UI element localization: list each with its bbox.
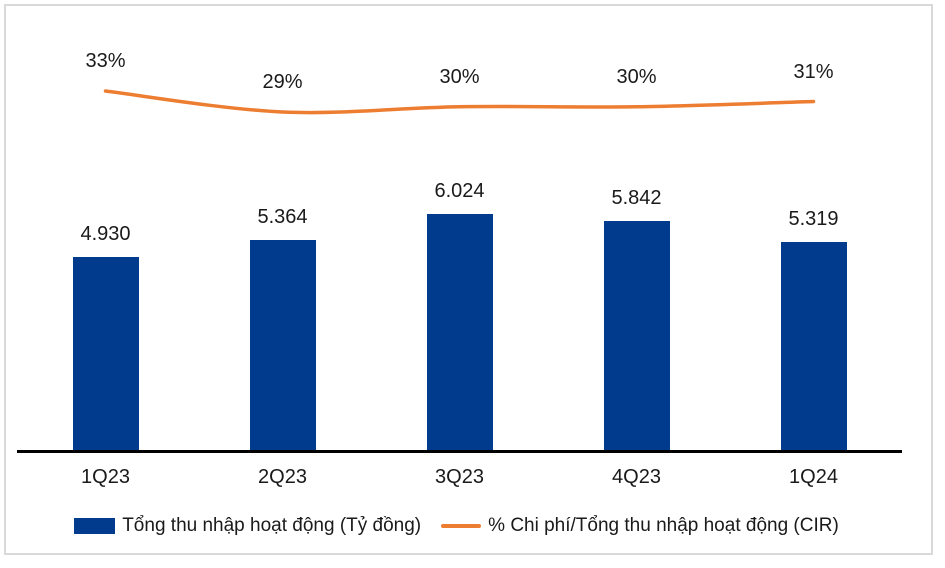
- bar-1Q23: [72, 257, 139, 452]
- cir-percent-label: 33%: [85, 50, 126, 72]
- bar-1Q24: [780, 241, 847, 452]
- legend-line-swatch: [441, 524, 482, 528]
- cir-percent-label: 30%: [616, 65, 657, 88]
- cir-line-path: [103, 89, 816, 115]
- x-axis-line: [17, 450, 902, 453]
- bar-3Q23: [426, 213, 493, 452]
- x-axis-label-1Q24: 1Q24: [789, 466, 838, 488]
- x-axis-label-1Q23: 1Q23: [81, 466, 130, 488]
- legend-bar-label: Tổng thu nhập hoạt động (Tỷ đồng): [122, 515, 422, 536]
- cir-percent-label: 30%: [439, 65, 480, 88]
- cir-percent-label: 31%: [793, 60, 834, 83]
- x-axis-label-3Q23: 3Q23: [435, 466, 484, 488]
- legend-item-line: % Chi phí/Tổng thu nhập hoạt động (CIR): [441, 515, 839, 537]
- bar-value-label: 5.319: [788, 207, 839, 230]
- legend: Tổng thu nhập hoạt động (Tỷ đồng) % Chi …: [0, 515, 929, 537]
- legend-bar-swatch: [74, 518, 116, 534]
- bar-value-label: 6.024: [434, 179, 485, 202]
- x-axis-label-2Q23: 2Q23: [258, 466, 307, 488]
- bar-value-label: 4.930: [80, 223, 131, 246]
- legend-item-bar: Tổng thu nhập hoạt động (Tỷ đồng): [74, 515, 421, 537]
- legend-line-label: % Chi phí/Tổng thu nhập hoạt động (CIR): [488, 515, 839, 536]
- cir-percent-label: 29%: [262, 71, 303, 93]
- bar-value-label: 5.842: [611, 186, 662, 209]
- bar-4Q23: [603, 220, 670, 452]
- bar-2Q23: [249, 239, 316, 452]
- x-axis-label-4Q23: 4Q23: [612, 466, 661, 488]
- bar-value-label: 5.364: [257, 205, 308, 228]
